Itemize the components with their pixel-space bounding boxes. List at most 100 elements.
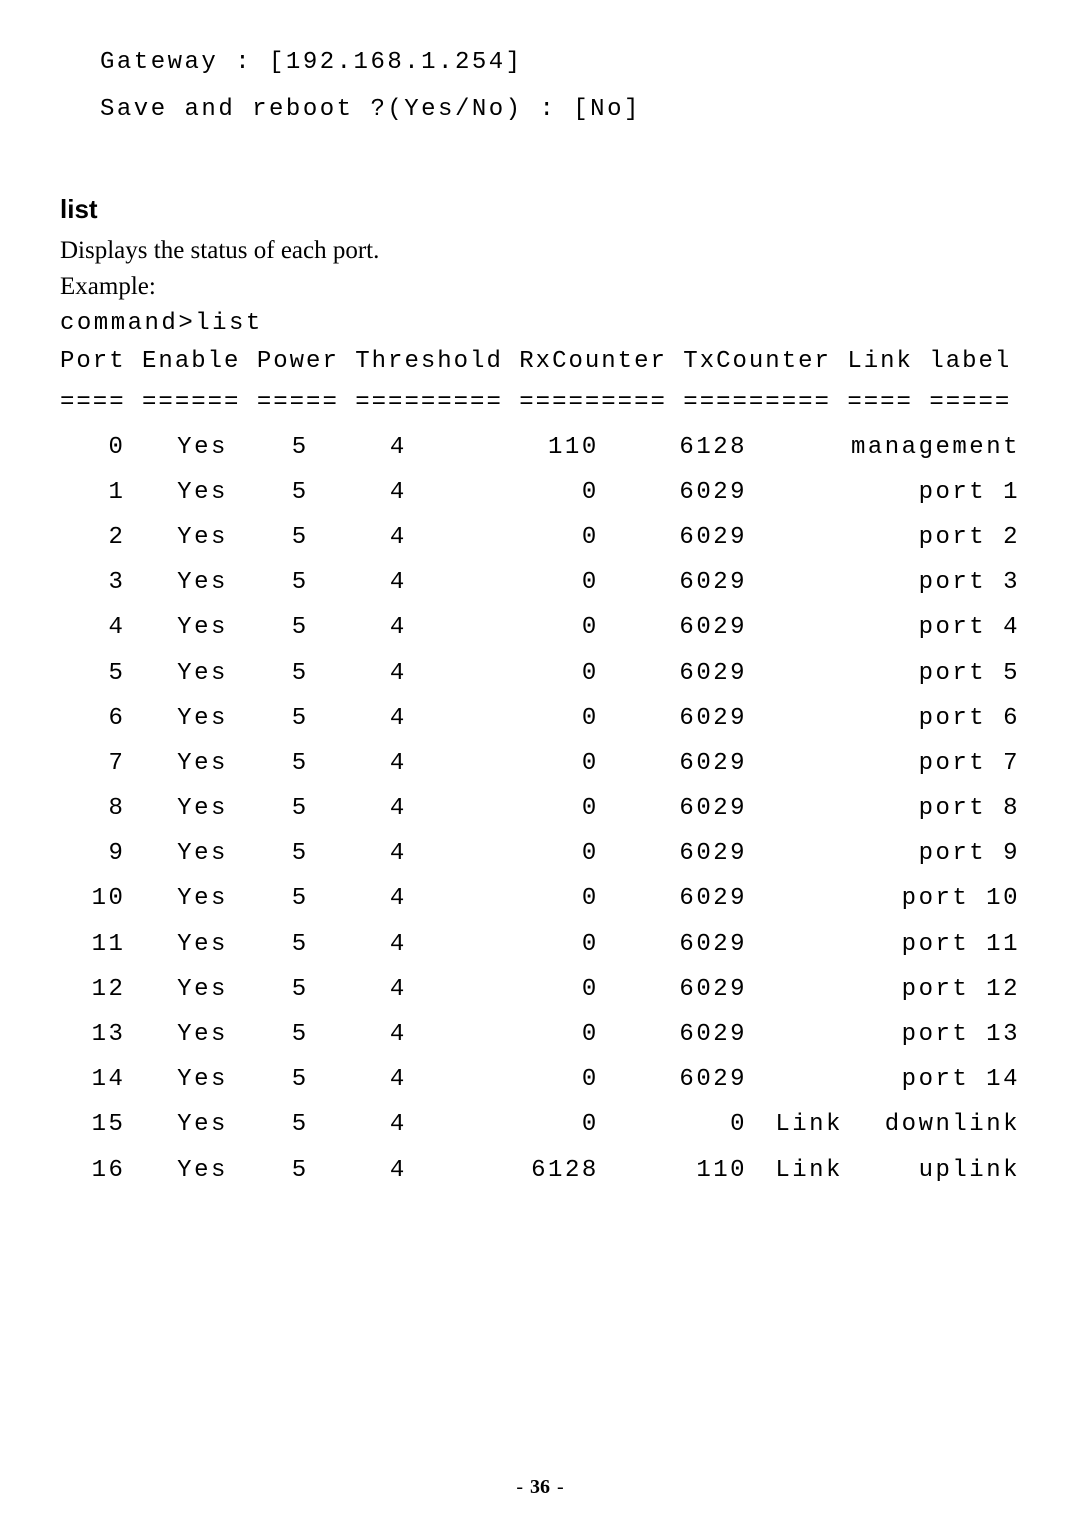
table-cell: 5	[228, 651, 309, 696]
table-cell: 5	[228, 967, 309, 1012]
table-cell: 5	[228, 831, 309, 876]
table-cell: 110	[407, 425, 599, 470]
section-description: Displays the status of each port.	[60, 237, 1020, 265]
table-row: 8Yes5406029port 8	[60, 786, 1020, 831]
table-cell: 4	[309, 560, 407, 605]
table-cell: 0	[599, 1102, 747, 1147]
table-cell: 4	[309, 741, 407, 786]
table-cell: Yes	[125, 1012, 227, 1057]
table-cell: Yes	[125, 876, 227, 921]
table-cell: 5	[228, 1102, 309, 1147]
table-cell: port 4	[843, 605, 1020, 650]
table-row: 13Yes5406029port 13	[60, 1012, 1020, 1057]
table-cell: 5	[228, 741, 309, 786]
table-cell: 6029	[599, 831, 747, 876]
table-cell	[747, 1012, 843, 1057]
table-cell: 10	[60, 876, 125, 921]
table-cell: 0	[407, 741, 599, 786]
gateway-line: Gateway : [192.168.1.254]	[100, 40, 1020, 87]
table-cell: Yes	[125, 1148, 227, 1193]
table-cell: 6128	[407, 1148, 599, 1193]
table-cell: 16	[60, 1148, 125, 1193]
table-cell: 4	[309, 922, 407, 967]
table-row: 4Yes5406029port 4	[60, 605, 1020, 650]
table-cell	[747, 470, 843, 515]
table-cell: 2	[60, 515, 125, 560]
table-cell: 5	[228, 470, 309, 515]
table-row: 2Yes5406029port 2	[60, 515, 1020, 560]
table-cell	[747, 1057, 843, 1102]
table-cell: 4	[309, 967, 407, 1012]
table-cell: 6029	[599, 786, 747, 831]
list-section: list Displays the status of each port. E…	[60, 194, 1020, 1193]
table-cell: Yes	[125, 470, 227, 515]
command-line: command>list	[60, 305, 1020, 343]
table-cell: 6029	[599, 605, 747, 650]
table-row: 9Yes5406029port 9	[60, 831, 1020, 876]
table-separator: ==== ====== ===== ========= ========= ==…	[60, 381, 1020, 424]
table-cell: 3	[60, 560, 125, 605]
table-cell: downlink	[843, 1102, 1020, 1147]
table-cell	[747, 741, 843, 786]
table-cell: Yes	[125, 1057, 227, 1102]
table-cell: 8	[60, 786, 125, 831]
table-cell	[747, 425, 843, 470]
table-cell: 5	[228, 786, 309, 831]
table-cell: 0	[407, 515, 599, 560]
table-cell: Link	[747, 1148, 843, 1193]
table-cell: 5	[228, 1057, 309, 1102]
table-cell: Yes	[125, 425, 227, 470]
table-cell: 4	[309, 786, 407, 831]
table-cell: 6029	[599, 696, 747, 741]
table-cell: 4	[309, 651, 407, 696]
table-cell: 6029	[599, 1012, 747, 1057]
page-number: - 36 -	[0, 1476, 1080, 1499]
intro-block: Gateway : [192.168.1.254] Save and reboo…	[60, 40, 1020, 134]
table-cell: 14	[60, 1057, 125, 1102]
table-cell: 5	[60, 651, 125, 696]
table-cell: Yes	[125, 967, 227, 1012]
table-cell	[747, 651, 843, 696]
table-cell: 5	[228, 515, 309, 560]
table-cell: 4	[309, 1057, 407, 1102]
table-cell: 4	[309, 831, 407, 876]
table-cell: 6029	[599, 967, 747, 1012]
table-cell	[747, 696, 843, 741]
table-cell: Yes	[125, 560, 227, 605]
table-cell	[747, 831, 843, 876]
table-cell: 6029	[599, 876, 747, 921]
table-row: 3Yes5406029port 3	[60, 560, 1020, 605]
table-cell: 0	[407, 876, 599, 921]
table-row: 16Yes546128110Linkuplink	[60, 1148, 1020, 1193]
dash-left: -	[514, 1476, 530, 1498]
table-cell: port 8	[843, 786, 1020, 831]
table-row: 0Yes541106128management	[60, 425, 1020, 470]
table-cell: 0	[407, 786, 599, 831]
table-cell	[747, 967, 843, 1012]
table-cell: 6128	[599, 425, 747, 470]
table-cell: 6029	[599, 1057, 747, 1102]
table-row: 5Yes5406029port 5	[60, 651, 1020, 696]
table-cell: 5	[228, 696, 309, 741]
table-cell: 6	[60, 696, 125, 741]
table-cell: Yes	[125, 922, 227, 967]
save-reboot-line: Save and reboot ?(Yes/No) : [No]	[100, 87, 1020, 134]
table-cell: uplink	[843, 1148, 1020, 1193]
table-cell: 0	[407, 1057, 599, 1102]
table-cell: 7	[60, 741, 125, 786]
table-cell: Link	[747, 1102, 843, 1147]
table-cell: port 13	[843, 1012, 1020, 1057]
table-row: 11Yes5406029port 11	[60, 922, 1020, 967]
page-number-value: 36	[530, 1476, 550, 1498]
table-cell: port 12	[843, 967, 1020, 1012]
table-cell: 13	[60, 1012, 125, 1057]
table-cell: 6029	[599, 741, 747, 786]
table-cell: 0	[407, 696, 599, 741]
table-cell: Yes	[125, 1102, 227, 1147]
table-cell	[747, 876, 843, 921]
table-cell	[747, 786, 843, 831]
table-cell: port 7	[843, 741, 1020, 786]
table-row: 1Yes5406029port 1	[60, 470, 1020, 515]
table-cell: 5	[228, 922, 309, 967]
table-cell: 4	[60, 605, 125, 650]
